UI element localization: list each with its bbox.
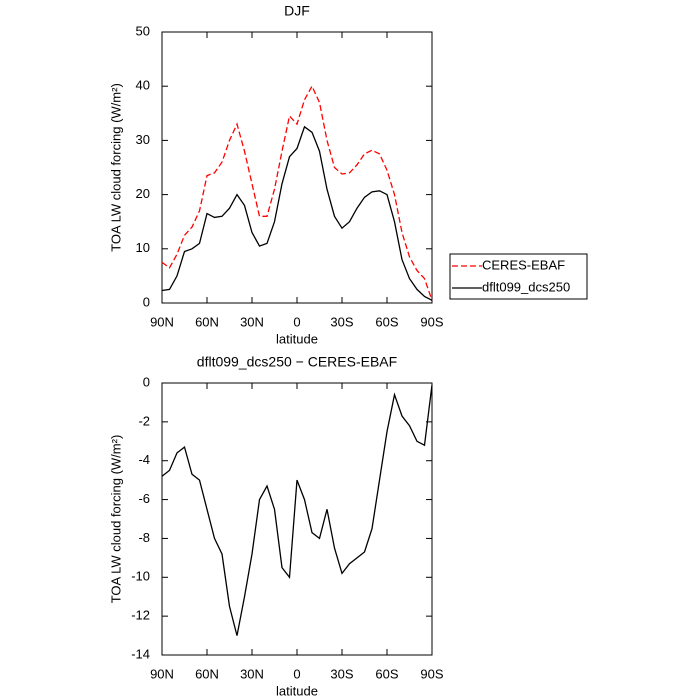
x-tick-label: 90N (150, 314, 174, 329)
y-tick-label: 30 (136, 132, 150, 147)
y-tick-label: -10 (131, 569, 150, 584)
y-tick-label: -14 (131, 646, 150, 661)
legend-label: dflt099_dcs250 (482, 279, 570, 294)
y-tick-label: 50 (136, 23, 150, 38)
y-tick-label: -2 (138, 413, 150, 428)
x-tick-label: 0 (293, 314, 300, 329)
y-tick-label: -4 (138, 452, 150, 467)
y-tick-label: 40 (136, 78, 150, 93)
data-line (161, 84, 433, 301)
x-axis-label: latitude (276, 683, 318, 698)
chart-title: DJF (284, 3, 310, 19)
x-tick-label: 0 (293, 666, 300, 681)
y-tick-label: -8 (138, 530, 150, 545)
x-tick-label: 30S (330, 666, 353, 681)
x-tick-label: 90S (420, 314, 443, 329)
plot-frame (161, 31, 433, 304)
x-tick-label: 60S (375, 666, 398, 681)
legend-label: CERES-EBAF (482, 257, 565, 272)
x-tick-label: 90N (150, 666, 174, 681)
x-tick-label: 90S (420, 666, 443, 681)
data-line (161, 384, 433, 636)
y-tick-label: -12 (131, 608, 150, 623)
x-tick-label: 60N (195, 666, 219, 681)
y-tick-label: 10 (136, 240, 150, 255)
x-tick-label: 60N (195, 314, 219, 329)
x-tick-label: 60S (375, 314, 398, 329)
x-tick-label: 30N (240, 314, 264, 329)
data-line (161, 125, 433, 301)
y-tick-label: -6 (138, 491, 150, 506)
plot-frame (161, 382, 433, 656)
x-axis-label: latitude (276, 331, 318, 346)
legend-box (449, 253, 588, 300)
x-tick-label: 30S (330, 314, 353, 329)
chart-title: dflt099_dcs250 − CERES-EBAF (197, 354, 397, 370)
y-tick-label: 20 (136, 186, 150, 201)
y-axis-label: TOA LW cloud forcing (W/m²) (108, 83, 123, 252)
y-axis-label: TOA LW cloud forcing (W/m²) (108, 435, 123, 604)
y-tick-label: 0 (143, 294, 150, 309)
y-tick-label: 0 (143, 374, 150, 389)
x-tick-label: 30N (240, 666, 264, 681)
